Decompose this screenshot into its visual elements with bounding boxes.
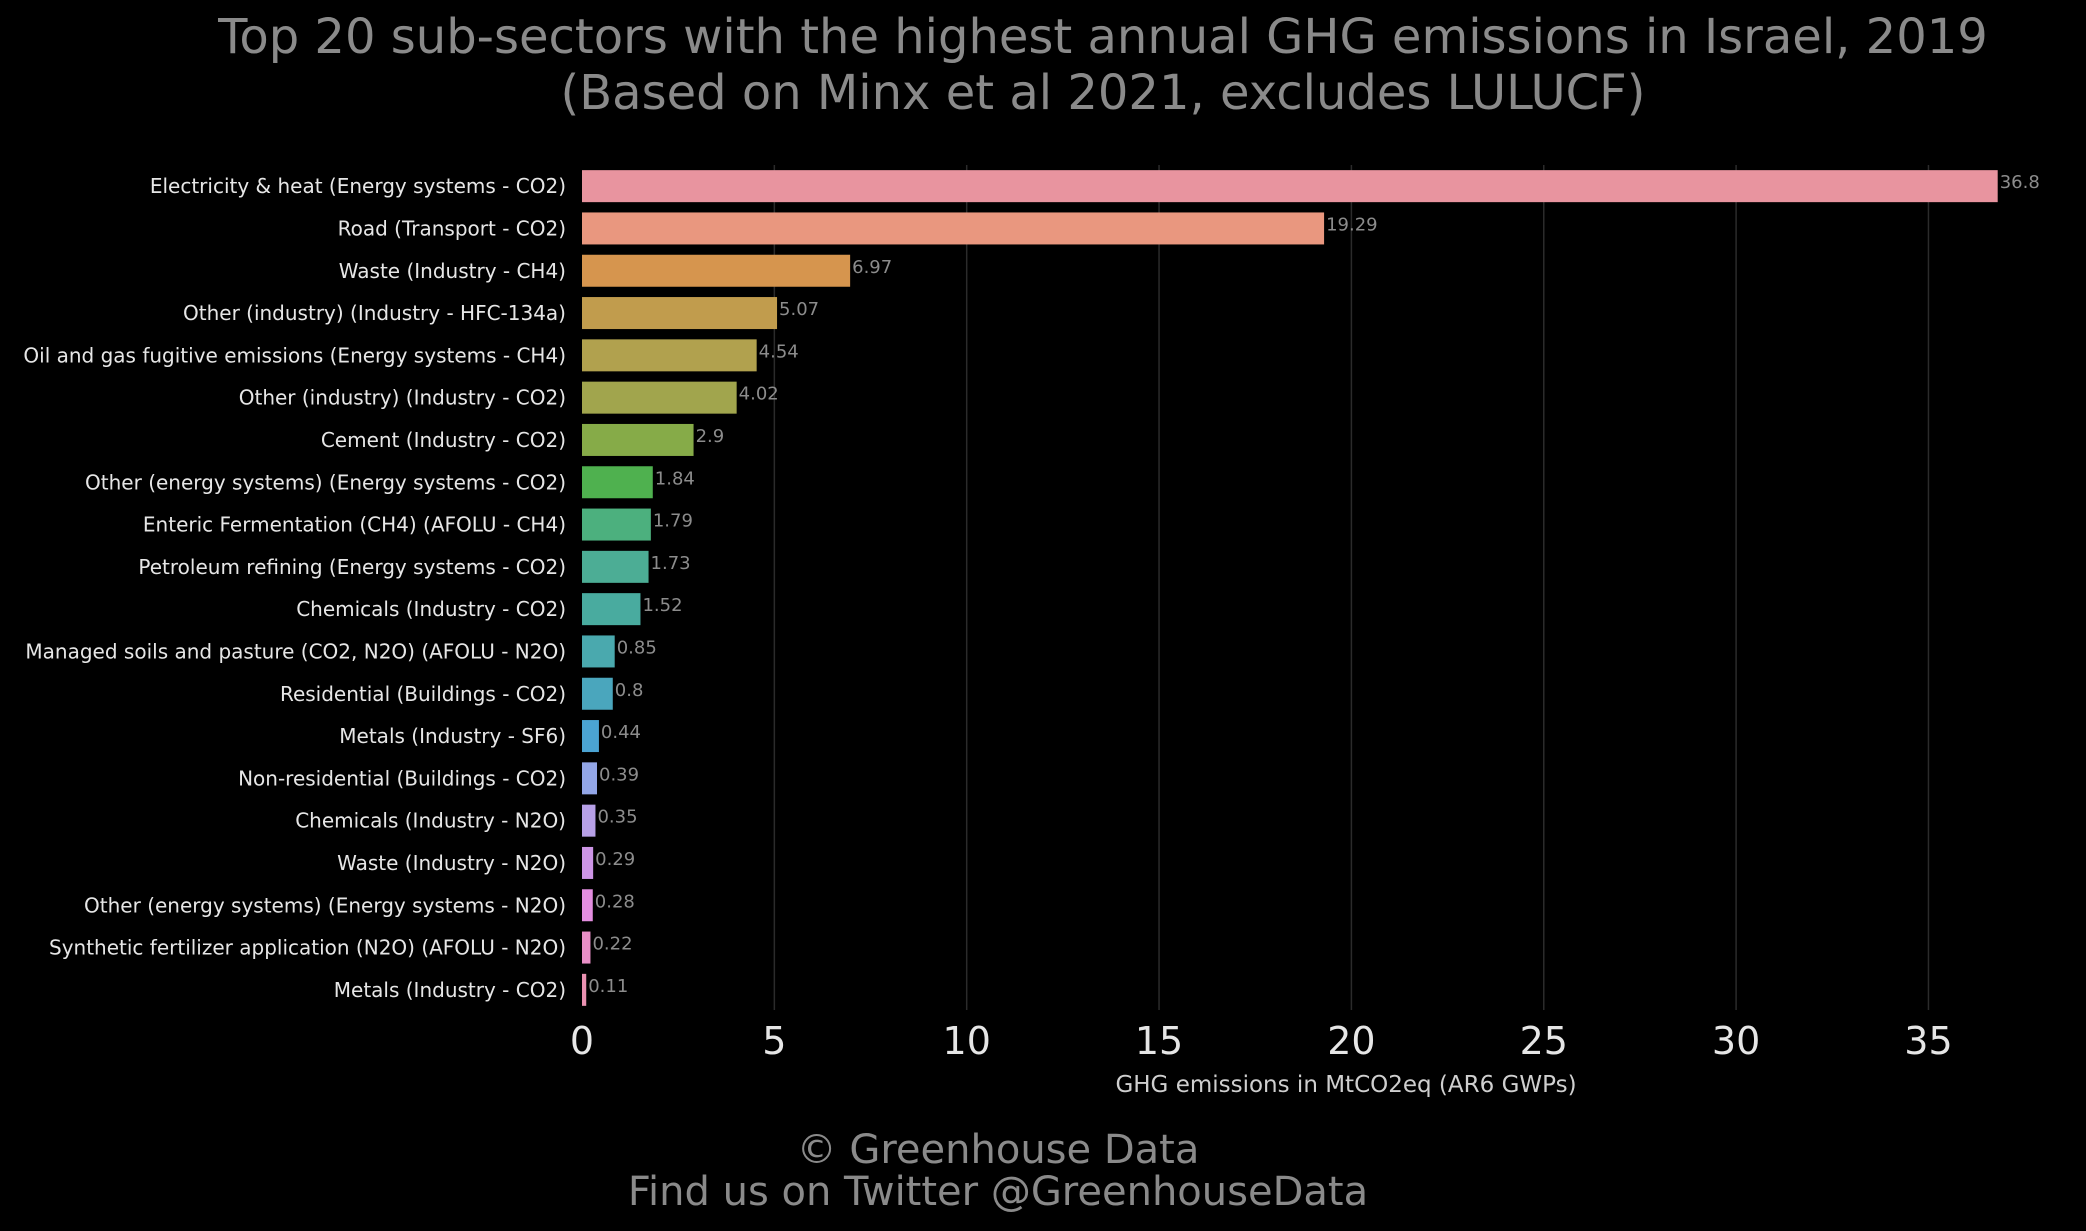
x-tick-label: 25 [1520,1019,1568,1063]
x-tick-label: 15 [1135,1019,1183,1063]
value-label: 1.84 [655,468,695,489]
x-axis-ticks: 0 5 10 15 20 25 30 35 [570,1019,1953,1063]
bar [582,846,594,879]
bar [582,973,587,1006]
category-label: Other (energy systems) (Energy systems -… [84,893,566,917]
value-label: 0.35 [597,807,637,828]
category-label: Managed soils and pasture (CO2, N2O) (AF… [25,639,566,663]
category-label: Other (energy systems) (Energy systems -… [85,470,566,494]
x-tick-label: 10 [943,1019,991,1063]
category-labels: Electricity & heat (Energy systems - CO2… [23,174,566,1002]
bar [582,212,1325,245]
value-label: 0.28 [595,891,635,912]
value-label: 0.85 [617,637,657,658]
bar [582,762,598,795]
category-label: Waste (Industry - N2O) [337,851,566,875]
category-label: Chemicals (Industry - N2O) [295,809,566,833]
x-tick-label: 20 [1327,1019,1375,1063]
value-label: 36.8 [2000,172,2040,193]
value-label: 4.54 [759,341,799,362]
value-label: 1.52 [642,595,682,616]
bars [582,170,1998,1006]
x-tick-label: 5 [762,1019,786,1063]
bar [582,339,757,372]
category-label: Metals (Industry - SF6) [339,724,566,748]
category-label: Oil and gas fugitive emissions (Energy s… [23,343,566,367]
value-label: 0.22 [592,934,632,955]
value-label: 19.29 [1326,214,1378,235]
value-label: 1.79 [653,511,693,532]
category-label: Enteric Fermentation (CH4) (AFOLU - CH4) [143,513,566,537]
value-label: 0.29 [595,849,635,870]
category-label: Other (industry) (Industry - HFC-134a) [183,301,566,325]
category-label: Road (Transport - CO2) [338,216,566,240]
value-label: 0.44 [601,722,641,743]
chart-title: Top 20 sub-sectors with the highest annu… [218,9,1988,65]
value-label: 1.73 [651,553,691,574]
bar [582,466,653,499]
category-label: Chemicals (Industry - CO2) [296,597,566,621]
bar [582,381,737,414]
value-label: 5.07 [779,299,819,320]
bar [582,677,613,710]
bar [582,593,641,626]
value-label: 2.9 [696,426,725,447]
value-labels: 36.8 19.29 6.97 5.07 4.54 4.02 2.91.84 1.79 1.73… [588,172,2040,997]
bar [582,297,778,330]
x-tick-label: 0 [570,1019,594,1063]
x-tick-label: 30 [1712,1019,1760,1063]
category-label: Cement (Industry - CO2) [321,428,566,452]
category-label: Synthetic fertilizer application (N2O) (… [49,936,566,960]
bar [582,254,851,287]
category-label: Metals (Industry - CO2) [334,978,566,1002]
value-label: 0.11 [588,976,628,997]
bar [582,931,591,964]
grid-lines [773,165,1930,1010]
bar [582,423,694,456]
bar [582,635,615,668]
x-tick-label: 35 [1904,1019,1952,1063]
x-axis-label: GHG emissions in MtCO2eq (AR6 GWPs) [1115,1072,1576,1098]
bar [582,804,596,837]
category-label: Other (industry) (Industry - CO2) [239,386,566,410]
bar [582,508,651,541]
chart-subtitle: (Based on Minx et al 2021, excludes LULU… [560,65,1646,121]
value-label: 4.02 [739,384,779,405]
value-label: 0.8 [615,680,644,701]
footer-twitter: Find us on Twitter @GreenhouseData [627,1169,1369,1215]
category-label: Electricity & heat (Energy systems - CO2… [150,174,566,198]
category-label: Waste (Industry - CH4) [339,259,566,283]
value-label: 0.39 [599,764,639,785]
bar [582,720,599,753]
bar-chart: Electricity & heat (Energy systems - CO2… [23,165,2040,1098]
bar [582,170,1998,203]
category-label: Residential (Buildings - CO2) [280,682,566,706]
bar [582,550,649,583]
footer-copyright: © Greenhouse Data [796,1127,1200,1173]
bar [582,889,593,922]
category-label: Petroleum refining (Energy systems - CO2… [138,555,566,579]
category-label: Non-residential (Buildings - CO2) [238,766,566,790]
value-label: 6.97 [852,257,892,278]
